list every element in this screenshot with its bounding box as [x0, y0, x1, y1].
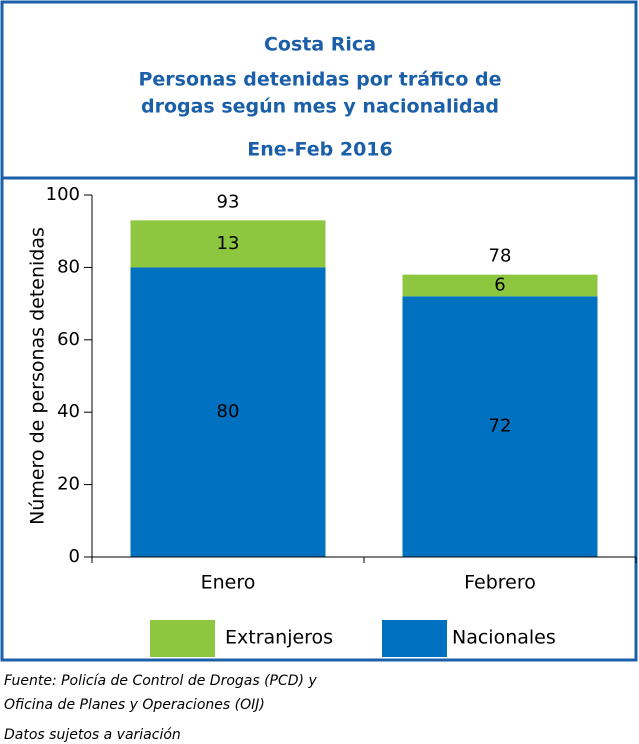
y-tick-label: 0: [69, 546, 80, 567]
source: Fuente: Policía de Control de Drogas (PC…: [4, 673, 317, 689]
y-tick-label: 40: [57, 401, 80, 422]
y-tick-label: 100: [46, 184, 80, 205]
legend-swatch: [382, 620, 447, 657]
y-tick-label: 80: [57, 256, 80, 277]
chart-title: Costa Rica: [264, 34, 376, 56]
data-label: 13: [217, 233, 240, 254]
x-tick-label: Febrero: [464, 572, 536, 594]
y-tick-label: 60: [57, 329, 80, 350]
note: Datos sujetos a variación: [4, 727, 181, 743]
chart-subtitle: drogas según mes y nacionalidad: [141, 96, 499, 118]
data-label: 80: [217, 401, 240, 422]
source: Oficina de Planes y Operaciones (OIJ): [4, 697, 265, 713]
legend-swatch: [150, 620, 215, 657]
x-tick-label: Enero: [201, 572, 256, 594]
legend-label: Nacionales: [452, 627, 556, 649]
y-axis-label: Número de personas detenidas: [27, 227, 49, 525]
bar-segment: [130, 220, 326, 268]
legend-label: Extranjeros: [225, 627, 333, 649]
chart-subtitle: Ene-Feb 2016: [247, 139, 392, 161]
bar-segment: [402, 274, 598, 297]
y-tick-label: 20: [57, 474, 80, 495]
total-label: 93: [217, 191, 240, 212]
bar-segment: [130, 267, 326, 557]
data-label: 72: [489, 416, 512, 437]
total-label: 78: [489, 246, 512, 267]
chart-subtitle: Personas detenidas por tráfico de: [138, 69, 501, 91]
frame: [0, 0, 638, 662]
bar-segment: [402, 296, 598, 557]
data-label: 6: [494, 275, 505, 296]
